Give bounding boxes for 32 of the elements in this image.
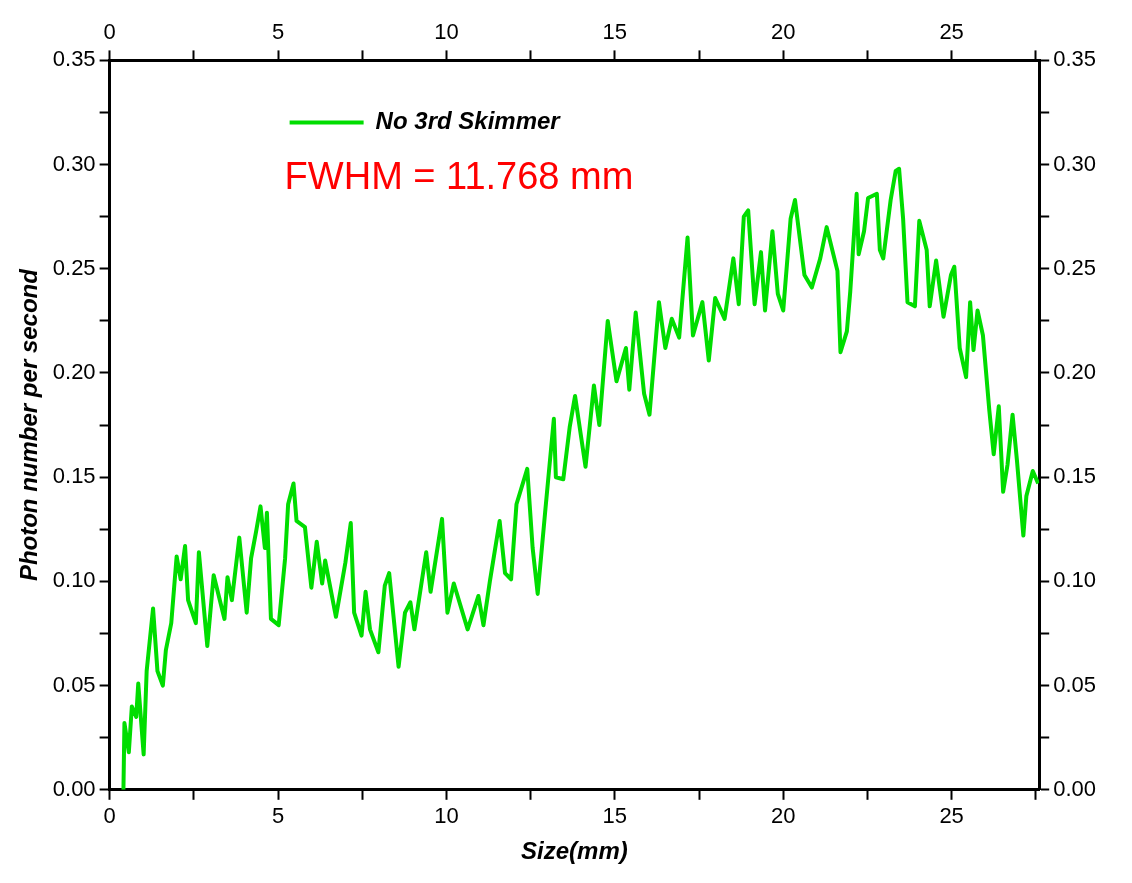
y2-tick-label: 0.25 xyxy=(1053,254,1097,280)
annotation: FWHM = 11.768 mm xyxy=(284,154,634,197)
x-tick-label: 5 xyxy=(271,803,285,829)
y-tick-label: 0.10 xyxy=(52,567,96,593)
x2-tick-label: 20 xyxy=(770,19,796,45)
x-axis-title: Size(mm) xyxy=(521,837,628,865)
y2-tick-label: 0.05 xyxy=(1053,671,1097,697)
y-tick-label: 0.25 xyxy=(52,254,96,280)
y2-tick-label: 0.00 xyxy=(1053,775,1097,801)
x-tick-label: 20 xyxy=(770,803,796,829)
x2-tick-label: 15 xyxy=(602,19,628,45)
x2-tick-label: 10 xyxy=(434,19,459,45)
y-tick-label: 0.35 xyxy=(52,46,96,72)
y-tick-label: 0.05 xyxy=(52,671,96,697)
y-tick-label: 0.15 xyxy=(52,463,96,489)
x2-tick-label: 25 xyxy=(939,19,964,45)
y-axis-title: Photon number per second xyxy=(15,267,43,582)
x2-tick-label: 0 xyxy=(103,19,116,45)
y2-tick-label: 0.35 xyxy=(1053,46,1097,72)
x-tick-label: 15 xyxy=(602,803,628,829)
y2-tick-label: 0.30 xyxy=(1053,150,1097,176)
x-tick-label: 10 xyxy=(434,803,459,829)
y-tick-label: 0.20 xyxy=(52,359,96,385)
x2-tick-label: 5 xyxy=(271,19,285,45)
legend-label: No 3rd Skimmer xyxy=(375,107,562,135)
y2-tick-label: 0.15 xyxy=(1053,463,1097,489)
x-tick-label: 25 xyxy=(939,803,964,829)
x-tick-label: 0 xyxy=(103,803,116,829)
y2-tick-label: 0.10 xyxy=(1053,567,1097,593)
y2-tick-label: 0.20 xyxy=(1053,359,1097,385)
y-tick-label: 0.00 xyxy=(52,775,96,801)
y-tick-label: 0.30 xyxy=(52,150,96,176)
